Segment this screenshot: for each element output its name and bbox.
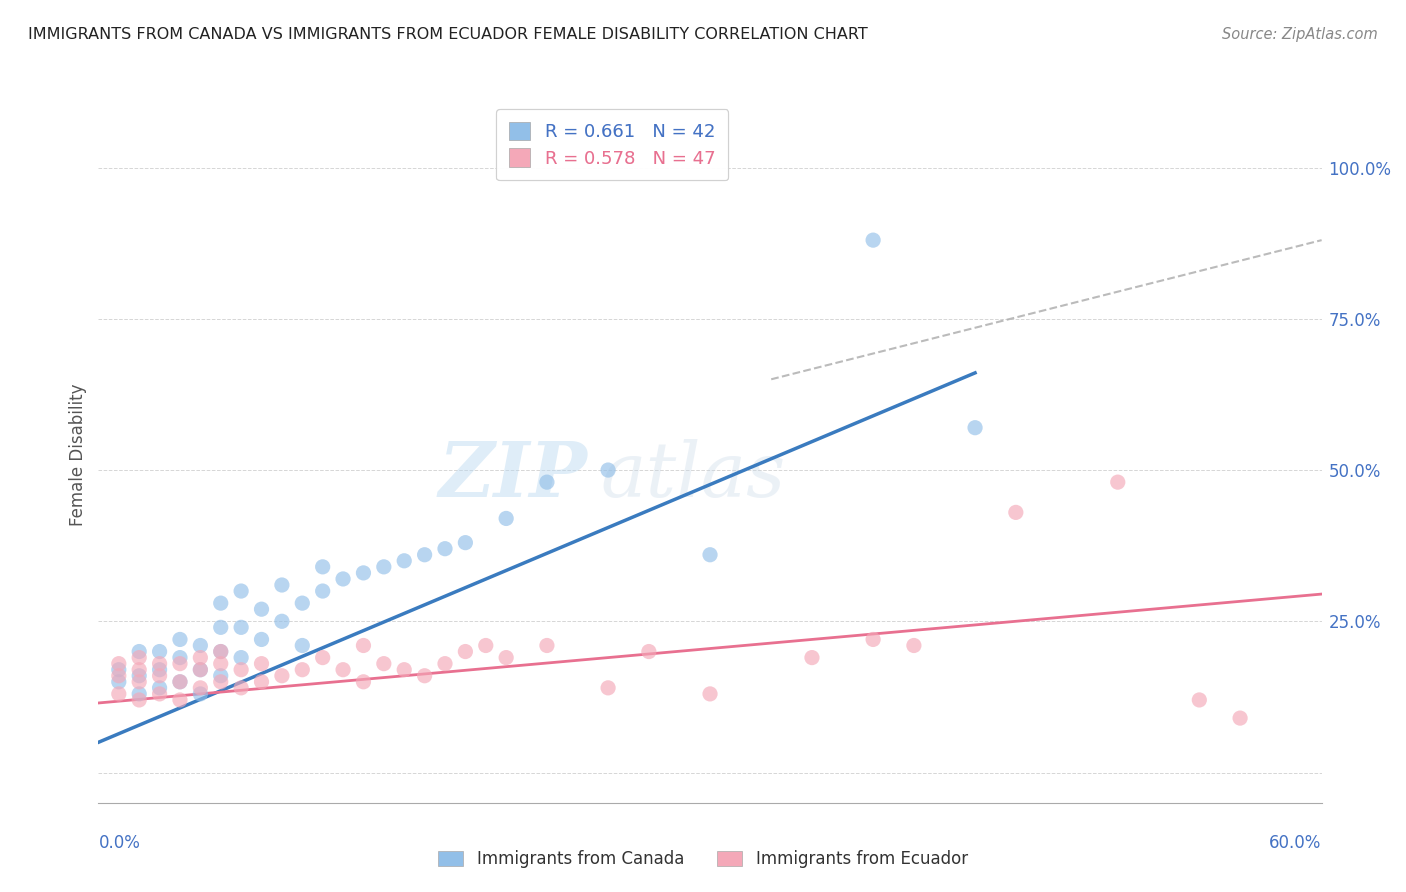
Point <box>312 584 335 599</box>
Point <box>231 584 253 599</box>
Point <box>413 548 436 562</box>
Point <box>188 639 212 653</box>
Point <box>373 657 395 671</box>
Point <box>108 674 131 689</box>
Point <box>352 639 374 653</box>
Point <box>169 657 191 671</box>
Point <box>903 639 925 653</box>
Point <box>413 669 436 683</box>
Text: IMMIGRANTS FROM CANADA VS IMMIGRANTS FROM ECUADOR FEMALE DISABILITY CORRELATION : IMMIGRANTS FROM CANADA VS IMMIGRANTS FRO… <box>28 27 868 42</box>
Point <box>128 693 150 707</box>
Point <box>474 639 498 653</box>
Point <box>434 541 457 556</box>
Point <box>250 674 273 689</box>
Point <box>128 644 150 658</box>
Point <box>149 663 172 677</box>
Point <box>862 632 884 647</box>
Point <box>1004 505 1026 519</box>
Point <box>454 535 477 549</box>
Point <box>128 650 150 665</box>
Point <box>312 650 335 665</box>
Point <box>231 681 253 695</box>
Legend: Immigrants from Canada, Immigrants from Ecuador: Immigrants from Canada, Immigrants from … <box>432 844 974 875</box>
Point <box>352 674 374 689</box>
Point <box>108 663 131 677</box>
Point <box>862 233 884 247</box>
Point <box>128 674 150 689</box>
Point <box>965 420 987 434</box>
Text: ZIP: ZIP <box>439 439 588 513</box>
Point <box>434 657 457 671</box>
Point <box>209 669 232 683</box>
Point <box>250 602 273 616</box>
Point <box>291 596 314 610</box>
Point <box>291 663 314 677</box>
Point <box>291 639 314 653</box>
Point <box>209 644 232 658</box>
Point <box>128 669 150 683</box>
Point <box>169 674 191 689</box>
Point <box>149 681 172 695</box>
Point <box>108 687 131 701</box>
Point <box>332 572 354 586</box>
Text: Source: ZipAtlas.com: Source: ZipAtlas.com <box>1222 27 1378 42</box>
Point <box>149 669 172 683</box>
Point <box>188 681 212 695</box>
Text: 60.0%: 60.0% <box>1270 834 1322 852</box>
Y-axis label: Female Disability: Female Disability <box>69 384 87 526</box>
Point <box>270 669 294 683</box>
Legend: R = 0.661   N = 42, R = 0.578   N = 47: R = 0.661 N = 42, R = 0.578 N = 47 <box>496 109 728 180</box>
Point <box>188 687 212 701</box>
Text: atlas: atlas <box>600 439 786 513</box>
Point <box>209 657 232 671</box>
Point <box>1107 475 1129 490</box>
Point <box>149 687 172 701</box>
Point <box>1188 693 1211 707</box>
Point <box>392 554 416 568</box>
Point <box>209 620 232 634</box>
Point <box>250 657 273 671</box>
Point <box>231 663 253 677</box>
Point <box>1229 711 1251 725</box>
Point <box>270 578 294 592</box>
Point <box>209 644 232 658</box>
Point <box>536 639 558 653</box>
Point <box>128 663 150 677</box>
Point <box>454 644 477 658</box>
Point <box>188 663 212 677</box>
Point <box>108 669 131 683</box>
Point <box>637 644 661 658</box>
Point <box>231 650 253 665</box>
Point <box>536 475 558 490</box>
Point <box>495 650 517 665</box>
Point <box>699 548 721 562</box>
Point <box>169 650 191 665</box>
Point <box>149 644 172 658</box>
Point <box>801 650 824 665</box>
Point <box>169 693 191 707</box>
Point <box>169 674 191 689</box>
Point <box>373 559 395 574</box>
Text: 0.0%: 0.0% <box>98 834 141 852</box>
Point <box>209 674 232 689</box>
Point <box>699 687 721 701</box>
Point <box>270 615 294 629</box>
Point <box>169 632 191 647</box>
Point <box>188 650 212 665</box>
Point <box>108 657 131 671</box>
Point <box>598 681 620 695</box>
Point <box>231 620 253 634</box>
Point <box>250 632 273 647</box>
Point <box>352 566 374 580</box>
Point <box>495 511 517 525</box>
Point <box>209 596 232 610</box>
Point <box>188 663 212 677</box>
Point <box>332 663 354 677</box>
Point <box>598 463 620 477</box>
Point <box>392 663 416 677</box>
Point <box>128 687 150 701</box>
Point <box>312 559 335 574</box>
Point <box>149 657 172 671</box>
